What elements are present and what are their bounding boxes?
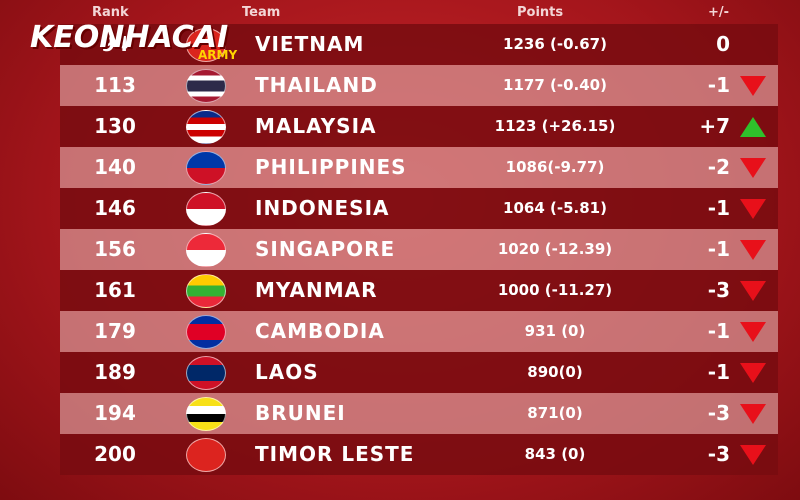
flag-icon [186, 274, 226, 308]
rank-change: -3 [707, 401, 730, 425]
team-name: VIETNAM [255, 32, 365, 56]
rank-change: -1 [707, 237, 730, 261]
rank-change: -3 [707, 278, 730, 302]
table-row: 94 VIETNAM 1236 (-0.67) 0 [60, 24, 778, 65]
down-arrow [740, 199, 766, 219]
flag-icon [186, 151, 226, 185]
rank-change: -2 [707, 155, 730, 179]
down-arrow [740, 404, 766, 424]
team-name: PHILIPPINES [255, 155, 407, 179]
down-arrow [740, 158, 766, 178]
points: 843 (0) [524, 445, 586, 463]
table-row: 130 MALAYSIA 1123 (+26.15) +7 [60, 106, 778, 147]
rank-change: -1 [707, 360, 730, 384]
points: 1086(-9.77) [505, 158, 605, 176]
rank-change: -3 [707, 442, 730, 466]
rank-change: 0 [716, 32, 730, 56]
points: 871(0) [527, 404, 583, 422]
table-row: 113 THAILAND 1177 (-0.40) -1 [60, 65, 778, 106]
team-name: SINGAPORE [255, 237, 396, 261]
up-arrow [740, 117, 766, 137]
team-name: TIMOR LESTE [255, 442, 415, 466]
header-points: Points [517, 5, 564, 20]
team-name: BRUNEI [255, 401, 346, 425]
flag-icon [186, 69, 226, 103]
points: 1177 (-0.40) [503, 76, 607, 94]
table-row: 140 PHILIPPINES 1086(-9.77) -2 [60, 147, 778, 188]
rank: 146 [94, 196, 136, 220]
rank-change: -1 [707, 73, 730, 97]
points: 1000 (-11.27) [497, 281, 613, 299]
rank: 94 [101, 32, 129, 56]
table-row: 161 MYANMAR 1000 (-11.27) -3 [60, 270, 778, 311]
header-change: +/- [708, 5, 730, 20]
team-name: LAOS [255, 360, 319, 384]
table-row: 200 TIMOR LESTE 843 (0) -3 [60, 434, 778, 475]
watermark-sub: ARMY [198, 48, 238, 62]
flag-icon [186, 438, 226, 472]
flag-icon [186, 110, 226, 144]
points: 1236 (-0.67) [503, 35, 607, 53]
down-arrow [740, 445, 766, 465]
rank: 156 [94, 237, 136, 261]
points: 1064 (-5.81) [503, 199, 607, 217]
points: 931 (0) [524, 322, 586, 340]
table-row: 194 BRUNEI 871(0) -3 [60, 393, 778, 434]
header-team: Team [242, 5, 281, 20]
header-rank: Rank [92, 5, 129, 20]
table-row: 179 CAMBODIA 931 (0) -1 [60, 311, 778, 352]
rank: 179 [94, 319, 136, 343]
rank-change: -1 [707, 319, 730, 343]
watermark: KEONHACAI [30, 20, 229, 55]
rank-change: -1 [707, 196, 730, 220]
down-arrow [740, 240, 766, 260]
team-name: INDONESIA [255, 196, 390, 220]
flag-icon [186, 356, 226, 390]
rank: 200 [94, 442, 136, 466]
team-name: THAILAND [255, 73, 378, 97]
team-name: MALAYSIA [255, 114, 377, 138]
down-arrow [740, 322, 766, 342]
table-row: 146 INDONESIA 1064 (-5.81) -1 [60, 188, 778, 229]
points: 1020 (-12.39) [497, 240, 613, 258]
flag-icon [186, 192, 226, 226]
table-row: 156 SINGAPORE 1020 (-12.39) -1 [60, 229, 778, 270]
table-row: 189 LAOS 890(0) -1 [60, 352, 778, 393]
team-name: MYANMAR [255, 278, 378, 302]
down-arrow [740, 76, 766, 96]
rank-change: +7 [699, 114, 730, 138]
rank: 140 [94, 155, 136, 179]
rank: 130 [94, 114, 136, 138]
team-name: CAMBODIA [255, 319, 385, 343]
rank: 189 [94, 360, 136, 384]
points: 1123 (+26.15) [494, 117, 616, 135]
rank: 161 [94, 278, 136, 302]
down-arrow [740, 281, 766, 301]
rank: 194 [94, 401, 136, 425]
points: 890(0) [527, 363, 583, 381]
rank: 113 [94, 73, 136, 97]
flag-icon [186, 28, 226, 62]
flag-icon [186, 397, 226, 431]
flag-icon [186, 315, 226, 349]
down-arrow [740, 363, 766, 383]
flag-icon [186, 233, 226, 267]
